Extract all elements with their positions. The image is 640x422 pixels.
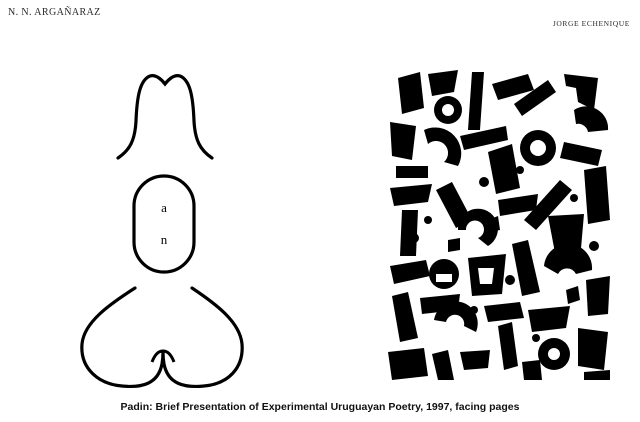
letter-n: n bbox=[161, 232, 168, 247]
bell-shape bbox=[116, 74, 214, 160]
right-collage-poem bbox=[388, 70, 610, 380]
figure-caption: Padin: Brief Presentation of Experimenta… bbox=[120, 401, 520, 413]
heart-shape bbox=[80, 286, 244, 389]
oval-shape bbox=[132, 174, 196, 274]
letter-a: a bbox=[161, 200, 167, 215]
right-page-author: JORGE ECHENIQUE bbox=[552, 19, 630, 28]
left-visual-poem: a n bbox=[80, 74, 244, 389]
left-page-author: N. N. ARGAÑARAZ bbox=[8, 7, 101, 18]
heart-notch bbox=[150, 349, 176, 363]
